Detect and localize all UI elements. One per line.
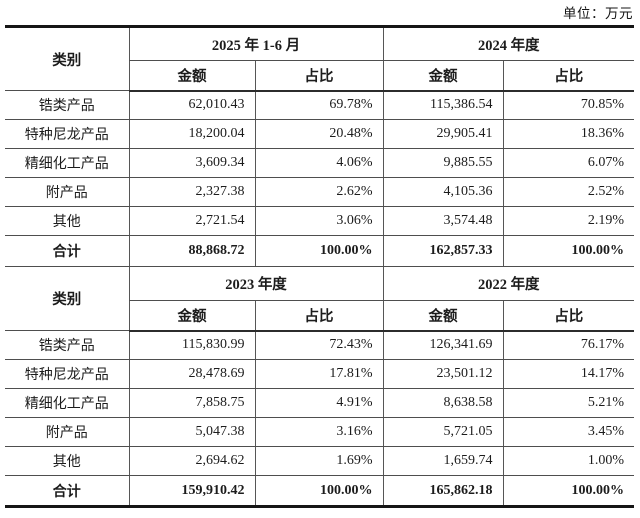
ratio-cell: 3.06%	[254, 206, 383, 236]
category-cell: 特种尼龙产品	[5, 359, 129, 389]
header-row-subcolumns: 金额 占比 金额 占比	[5, 300, 634, 332]
ratio-cell: 2.52%	[502, 177, 634, 207]
ratio-cell: 4.06%	[254, 148, 383, 178]
table-row: 精细化工产品 3,609.34 4.06% 9,885.55 6.07%	[5, 148, 634, 178]
revenue-by-category-table: 类别 2025 年 1-6 月 2024 年度 金额 占比 金额 占比 锆类产品…	[5, 25, 634, 508]
ratio-cell: 2.19%	[502, 206, 634, 236]
section-2-header: 类别 2023 年度 2022 年度 金额 占比 金额 占比	[5, 266, 634, 332]
amount-cell: 88,868.72	[128, 235, 255, 267]
ratio-cell: 5.21%	[502, 388, 634, 418]
table-total-row: 合计 88,868.72 100.00% 162,857.33 100.00%	[5, 235, 634, 267]
category-header-cell: 类别	[5, 266, 129, 331]
amount-cell: 4,105.36	[382, 177, 503, 207]
amount-cell: 1,659.74	[382, 446, 503, 476]
table-row: 精细化工产品 7,858.75 4.91% 8,638.58 5.21%	[5, 388, 634, 418]
amount-cell: 23,501.12	[382, 359, 503, 389]
amount-cell: 115,830.99	[128, 330, 255, 360]
ratio-cell: 1.00%	[502, 446, 634, 476]
ratio-header-cell: 占比	[502, 300, 634, 332]
amount-cell: 8,638.58	[382, 388, 503, 418]
table-row: 附产品 5,047.38 3.16% 5,721.05 3.45%	[5, 417, 634, 447]
amount-cell: 9,885.55	[382, 148, 503, 178]
ratio-header-cell: 占比	[254, 300, 383, 332]
table-row: 其他 2,721.54 3.06% 3,574.48 2.19%	[5, 206, 634, 236]
period-header-cell: 2024 年度	[382, 26, 634, 61]
amount-cell: 62,010.43	[128, 90, 255, 120]
amount-cell: 115,386.54	[382, 90, 503, 120]
ratio-cell: 4.91%	[254, 388, 383, 418]
table-row: 特种尼龙产品 18,200.04 20.48% 29,905.41 18.36%	[5, 119, 634, 149]
period-header-cell: 2025 年 1-6 月	[128, 26, 383, 61]
ratio-cell: 100.00%	[502, 235, 634, 267]
ratio-cell: 2.62%	[254, 177, 383, 207]
category-cell: 锆类产品	[5, 330, 129, 360]
category-cell: 其他	[5, 206, 129, 236]
category-cell: 合计	[5, 475, 129, 507]
category-cell: 合计	[5, 235, 129, 267]
table-row: 附产品 2,327.38 2.62% 4,105.36 2.52%	[5, 177, 634, 207]
amount-cell: 2,327.38	[128, 177, 255, 207]
ratio-cell: 100.00%	[254, 235, 383, 267]
table-row: 锆类产品 62,010.43 69.78% 115,386.54 70.85%	[5, 90, 634, 120]
category-cell: 其他	[5, 446, 129, 476]
header-row-periods: 类别 2025 年 1-6 月 2024 年度	[5, 26, 634, 91]
amount-header-cell: 金额	[382, 60, 503, 92]
header-row-subcolumns: 金额 占比 金额 占比	[5, 60, 634, 92]
amount-header-cell: 金额	[128, 300, 255, 332]
amount-cell: 7,858.75	[128, 388, 255, 418]
amount-cell: 126,341.69	[382, 330, 503, 360]
amount-cell: 159,910.42	[128, 475, 255, 507]
ratio-cell: 1.69%	[254, 446, 383, 476]
ratio-cell: 14.17%	[502, 359, 634, 389]
category-cell: 精细化工产品	[5, 148, 129, 178]
category-cell: 特种尼龙产品	[5, 119, 129, 149]
ratio-header-cell: 占比	[254, 60, 383, 92]
amount-cell: 5,047.38	[128, 417, 255, 447]
amount-cell: 18,200.04	[128, 119, 255, 149]
amount-cell: 165,862.18	[382, 475, 503, 507]
header-row-periods: 类别 2023 年度 2022 年度	[5, 266, 634, 331]
ratio-cell: 3.45%	[502, 417, 634, 447]
ratio-cell: 100.00%	[254, 475, 383, 507]
category-cell: 附产品	[5, 417, 129, 447]
unit-label: 单位：万元	[563, 6, 633, 21]
ratio-cell: 70.85%	[502, 90, 634, 120]
ratio-cell: 6.07%	[502, 148, 634, 178]
amount-cell: 162,857.33	[382, 235, 503, 267]
ratio-cell: 17.81%	[254, 359, 383, 389]
amount-header-cell: 金额	[128, 60, 255, 92]
section-1-body: 锆类产品 62,010.43 69.78% 115,386.54 70.85% 特种尼龙产…	[5, 90, 634, 267]
ratio-cell: 100.00%	[502, 475, 634, 507]
ratio-cell: 72.43%	[254, 330, 383, 360]
amount-cell: 29,905.41	[382, 119, 503, 149]
amount-cell: 2,694.62	[128, 446, 255, 476]
category-cell: 附产品	[5, 177, 129, 207]
ratio-header-cell: 占比	[502, 60, 634, 92]
table-total-row: 合计 159,910.42 100.00% 165,862.18 100.00%	[5, 475, 634, 507]
period-header-cell: 2023 年度	[128, 266, 383, 301]
ratio-cell: 20.48%	[254, 119, 383, 149]
table-row: 锆类产品 115,830.99 72.43% 126,341.69 76.17%	[5, 330, 634, 360]
ratio-cell: 18.36%	[502, 119, 634, 149]
amount-cell: 3,609.34	[128, 148, 255, 178]
amount-cell: 28,478.69	[128, 359, 255, 389]
table-row: 特种尼龙产品 28,478.69 17.81% 23,501.12 14.17%	[5, 359, 634, 389]
category-header-cell: 类别	[5, 26, 129, 91]
section-2-body: 锆类产品 115,830.99 72.43% 126,341.69 76.17% 特种尼龙…	[5, 330, 634, 507]
table-row: 其他 2,694.62 1.69% 1,659.74 1.00%	[5, 446, 634, 476]
category-cell: 锆类产品	[5, 90, 129, 120]
period-header-cell: 2022 年度	[382, 266, 634, 301]
ratio-cell: 3.16%	[254, 417, 383, 447]
ratio-cell: 69.78%	[254, 90, 383, 120]
amount-cell: 2,721.54	[128, 206, 255, 236]
ratio-cell: 76.17%	[502, 330, 634, 360]
amount-cell: 5,721.05	[382, 417, 503, 447]
amount-header-cell: 金额	[382, 300, 503, 332]
amount-cell: 3,574.48	[382, 206, 503, 236]
section-1-header: 类别 2025 年 1-6 月 2024 年度 金额 占比 金额 占比	[5, 26, 634, 92]
category-cell: 精细化工产品	[5, 388, 129, 418]
